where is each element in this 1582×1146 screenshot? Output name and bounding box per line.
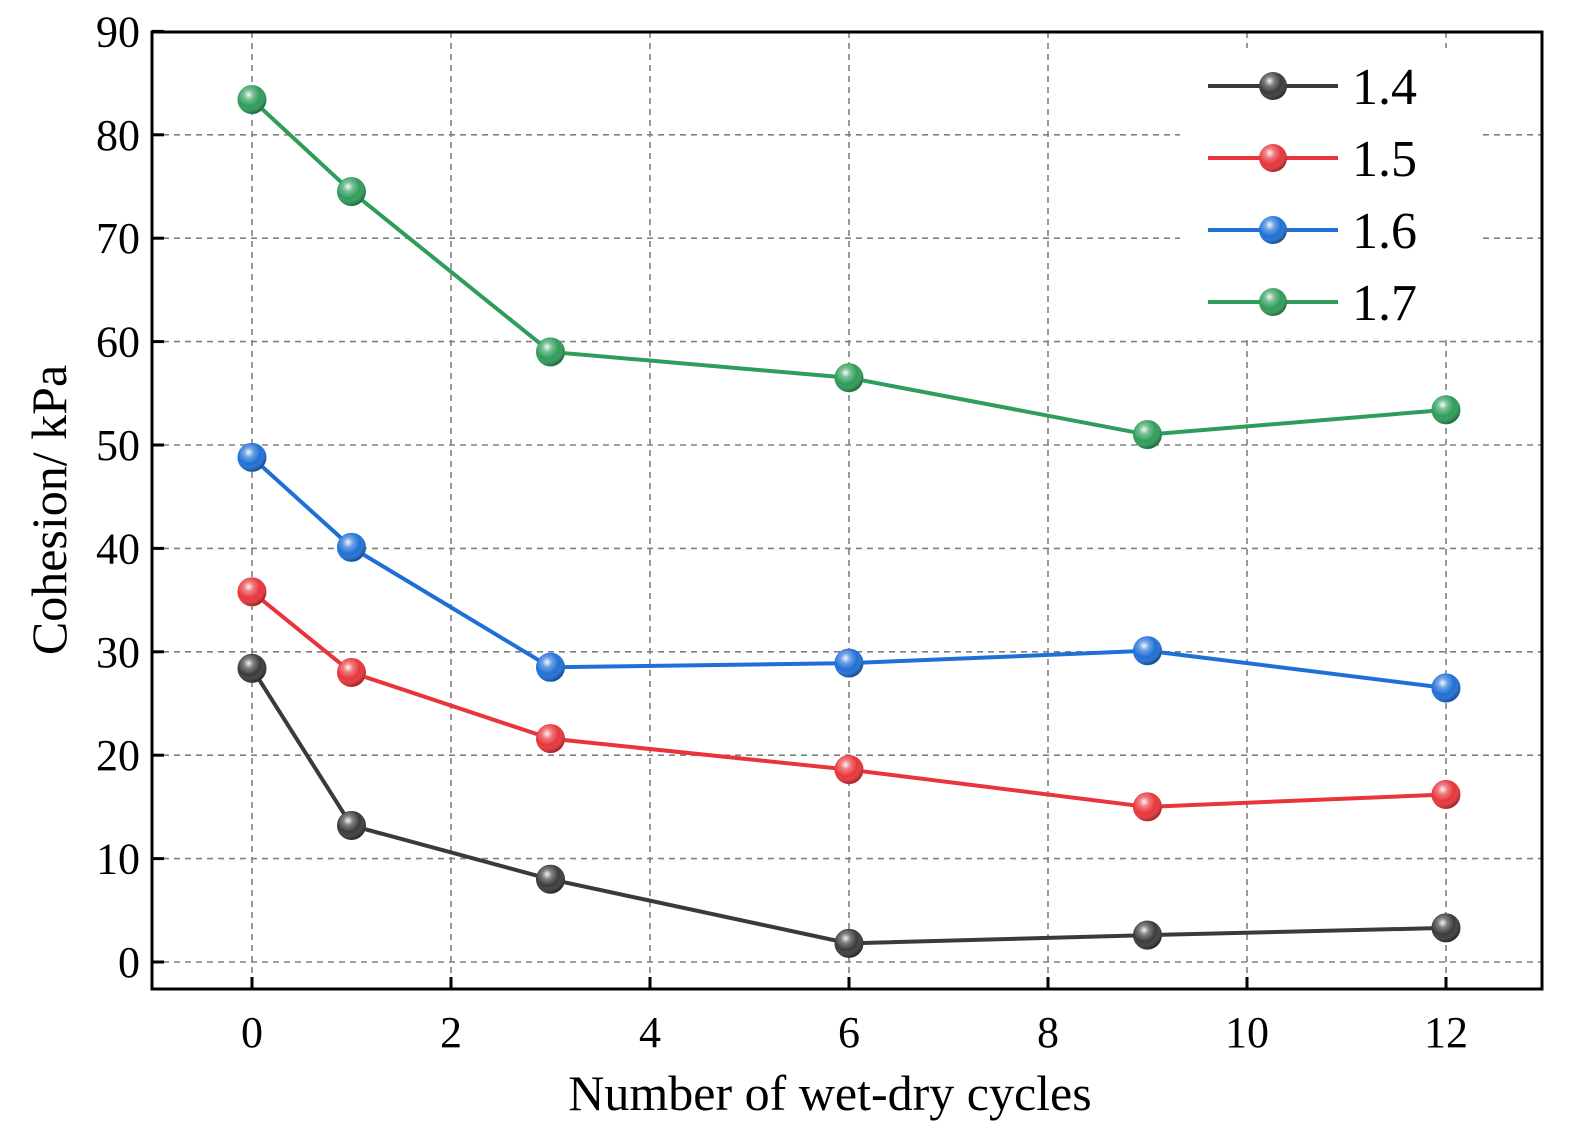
data-point-highlight <box>835 649 863 678</box>
data-point-highlight <box>238 654 266 683</box>
y-tick-label: 40 <box>96 524 140 573</box>
y-tick-label: 30 <box>96 628 140 677</box>
y-tick-label: 0 <box>118 938 140 987</box>
legend-marker-highlight <box>1259 144 1287 172</box>
plot-area-frame <box>150 30 1544 991</box>
series-line-1.4 <box>250 667 1447 946</box>
legend: 1.4 1.5 1.6 1.7 <box>1180 48 1480 338</box>
data-point-highlight <box>536 865 565 894</box>
x-tick-label: 0 <box>241 1008 263 1057</box>
x-axis-title: Number of wet-dry cycles <box>568 1065 1091 1121</box>
data-point-highlight <box>238 85 266 114</box>
data-point-highlight <box>238 577 266 606</box>
legend-label: 1.7 <box>1352 275 1417 332</box>
data-point-highlight <box>1432 673 1460 702</box>
data-point-highlight <box>1133 921 1162 950</box>
series-line-1.6 <box>250 455 1447 690</box>
legend-marker-highlight <box>1259 216 1287 244</box>
data-point-highlight <box>1432 395 1460 424</box>
y-tick-label: 10 <box>96 835 140 884</box>
data-point-highlight <box>238 443 266 472</box>
data-point-highlight <box>1432 780 1460 809</box>
data-point-highlight <box>1133 420 1162 449</box>
legend-marker-highlight <box>1259 72 1287 100</box>
x-tick-label: 8 <box>1037 1008 1059 1057</box>
y-tick-label: 70 <box>96 214 140 263</box>
data-point-highlight <box>536 653 565 682</box>
legend-label: 1.4 <box>1352 59 1417 116</box>
data-point-highlight <box>835 755 863 784</box>
data-point-highlight <box>835 363 863 392</box>
legend-label: 1.5 <box>1352 131 1417 188</box>
y-tick-label: 80 <box>96 111 140 160</box>
series-layer <box>237 85 1461 958</box>
x-tick-label: 2 <box>440 1008 462 1057</box>
data-point-highlight <box>337 177 366 206</box>
x-tick-label: 10 <box>1225 1008 1269 1057</box>
legend-background <box>1180 48 1480 338</box>
y-tick-label: 20 <box>96 731 140 780</box>
data-point-highlight <box>1432 913 1460 942</box>
legend-label: 1.6 <box>1352 203 1417 260</box>
series-line-1.5 <box>250 590 1447 809</box>
data-point-highlight <box>1133 792 1162 821</box>
data-point-highlight <box>1133 636 1162 665</box>
y-tick-label: 90 <box>96 7 140 56</box>
x-tick-label: 12 <box>1424 1008 1468 1057</box>
data-point-highlight <box>337 811 366 840</box>
x-tick-label: 4 <box>639 1008 661 1057</box>
y-tick-label: 60 <box>96 318 140 367</box>
data-point-highlight <box>536 724 565 753</box>
data-point-highlight <box>337 533 366 562</box>
legend-marker-highlight <box>1259 288 1287 316</box>
y-tick-label: 50 <box>96 421 140 470</box>
y-axis-title: Cohesion/ kPa <box>21 365 77 655</box>
series-line-1.7 <box>250 98 1447 437</box>
data-point-highlight <box>835 929 863 958</box>
data-point-highlight <box>337 658 366 687</box>
axis-ticks: 0 2 4 6 8 10 12 0 10 20 30 40 50 60 70 80 90 <box>96 7 1468 1057</box>
x-tick-label: 6 <box>838 1008 860 1057</box>
data-point-highlight <box>536 337 565 366</box>
